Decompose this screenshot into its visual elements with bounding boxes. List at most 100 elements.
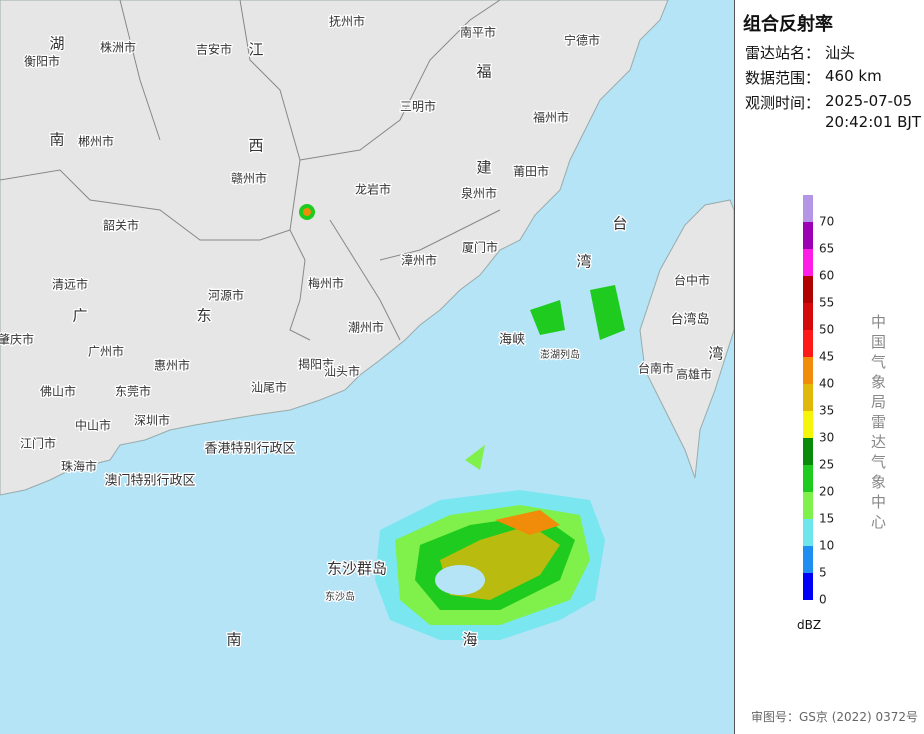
map-label: 海	[462, 631, 477, 649]
map-label: 揭阳市	[298, 357, 334, 372]
time: 20:42:01 BJT	[825, 113, 922, 131]
map-label: 龙岩市	[355, 182, 391, 197]
map-label: 厦门市	[462, 240, 498, 255]
map-label: 东	[196, 307, 211, 325]
legend-tick-label: 5	[819, 566, 827, 580]
map-label: 福	[476, 63, 491, 81]
legend-swatch	[803, 438, 813, 465]
borders	[0, 0, 501, 341]
map-label: 珠海市	[61, 459, 97, 474]
legend-swatch	[803, 492, 813, 519]
legend-tick-label: 40	[819, 377, 834, 391]
legend-tick-label: 50	[819, 323, 834, 337]
map-label: 东沙岛	[325, 590, 355, 603]
taiwan	[639, 199, 734, 479]
map-label: 西	[248, 137, 263, 155]
map-label: 清远市	[52, 277, 88, 292]
map-label: 台湾岛	[670, 312, 709, 328]
time-label: 观测时间：	[745, 94, 821, 112]
legend-swatch	[803, 357, 813, 384]
station-label: 雷达站名：	[745, 44, 821, 62]
radar-echoes	[299, 204, 625, 640]
radar-map: 湖衡阳市株洲市 吉安市 江抚州市南平市宁德市福三明市福州市南 郴州市 西赣州市龙岩市建莆…	[0, 0, 734, 734]
mainland	[0, 0, 669, 496]
map-label: 高雄市	[676, 367, 712, 382]
legend-tick-label: 25	[819, 458, 834, 472]
legend-tick-label: 10	[819, 539, 834, 553]
map-label: 潮州市	[348, 320, 384, 335]
map-label: 韶关市	[103, 218, 139, 233]
legend: 0 5 10 15 20 25 30 35 40 45 50 55 60 65 70	[803, 195, 834, 607]
map-label: 建	[476, 159, 491, 177]
legend-tick-label: 65	[819, 242, 834, 256]
map-label: 汕头市	[324, 364, 360, 379]
map-label: 广	[72, 307, 87, 325]
map-label: 中山市	[75, 418, 111, 433]
legend-tick-label: 15	[819, 512, 834, 526]
map-label: 惠州市	[154, 358, 190, 373]
legend-swatch	[803, 384, 813, 411]
map-label: 海峡	[499, 333, 525, 348]
legend-swatch	[803, 195, 813, 222]
legend-swatch	[803, 411, 813, 438]
map-label: 肇庆市	[0, 332, 34, 347]
map-label: 深圳市	[134, 413, 170, 428]
legend-tick-label: 70	[819, 215, 834, 229]
map-label: 东沙群岛	[327, 560, 387, 578]
map-label: 株洲市	[100, 40, 136, 55]
legend-swatch	[803, 330, 813, 357]
legend-tick-label: 20	[819, 485, 834, 499]
range-label: 数据范围：	[745, 69, 821, 87]
footer: 审图号：GS京 (2022) 0372号	[751, 710, 918, 724]
legend-tick-label: 45	[819, 350, 834, 364]
legend-swatch	[803, 249, 813, 276]
map-label: 宁德市	[564, 33, 600, 48]
map-label: 漳州市	[401, 253, 437, 268]
map-label: 汕尾市	[251, 380, 287, 395]
legend-swatch	[803, 546, 813, 573]
map-label: 南	[49, 131, 64, 149]
map-label: 台中市	[674, 273, 710, 288]
map-label: 吉安市	[196, 42, 232, 57]
map-label: 台	[612, 215, 627, 233]
map-label: 台南市	[638, 361, 674, 376]
legend-tick-label: 55	[819, 296, 834, 310]
legend-unit: dBZ	[797, 618, 822, 632]
map-label: 江门市	[20, 436, 56, 451]
info-panel: 组合反射率 雷达站名： 汕头 数据范围： 460 km 观测时间： 2025-0…	[734, 0, 924, 734]
map-label: 香港特别行政区	[204, 442, 295, 457]
legend-swatch	[803, 519, 813, 546]
map-label: 泉州市	[461, 186, 497, 201]
legend-swatch	[803, 573, 813, 600]
map-label: 河源市	[208, 288, 244, 303]
map-label: 莆田市	[513, 164, 549, 179]
range: 460 km	[825, 67, 882, 85]
legend-swatch	[803, 303, 813, 330]
map-label: 佛山市	[40, 384, 76, 399]
legend-tick-label: 30	[819, 431, 834, 445]
source: 中国气象局雷达气象中心	[871, 313, 887, 531]
legend-tick-label: 0	[819, 593, 827, 607]
legend-swatch	[803, 222, 813, 249]
map-label: 郴州市	[78, 134, 114, 149]
map-label: 衡阳市	[24, 54, 60, 69]
panel-title: 组合反射率	[743, 14, 833, 35]
map-label: 湖	[49, 35, 64, 53]
map-label: 江	[248, 41, 263, 59]
map-label: 抚州市	[329, 14, 365, 29]
legend-swatch	[803, 276, 813, 303]
date: 2025-07-05	[825, 92, 913, 110]
map-label: 福州市	[533, 110, 569, 125]
legend-tick-label: 60	[819, 269, 834, 283]
map-label: 湾	[576, 253, 591, 271]
map-label: 南平市	[460, 25, 496, 40]
map-label: 三明市	[400, 99, 436, 114]
map-label: 赣州市	[231, 171, 267, 186]
map-label: 澳门特别行政区	[104, 473, 195, 489]
map-label: 南	[226, 631, 241, 649]
map-label: 广州市	[88, 344, 124, 359]
legend-swatch	[803, 465, 813, 492]
map-label: 梅州市	[308, 276, 344, 291]
map-label: 澎湖列岛	[540, 348, 580, 361]
